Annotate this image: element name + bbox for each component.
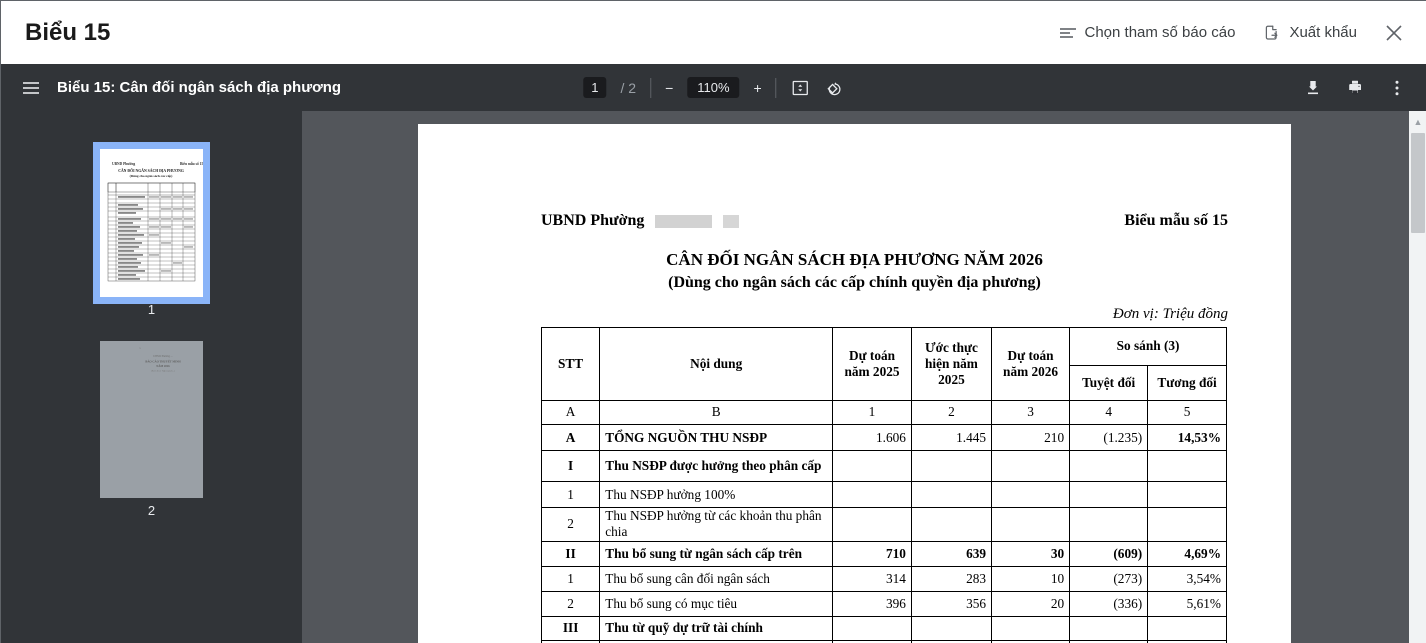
svg-text:Biểu mẫu số 15: Biểu mẫu số 15 [180, 161, 203, 166]
svg-text:x: x [139, 347, 141, 350]
svg-text:NĂM 2026: NĂM 2026 [156, 364, 170, 368]
svg-text:(Kèm theo Nghị quyết...): (Kèm theo Nghị quyết...) [151, 370, 175, 373]
svg-text:(Dùng cho ngân sách các cấp): (Dùng cho ngân sách các cấp) [130, 174, 173, 178]
svg-text:CÂN ĐỐI NGÂN SÁCH ĐỊA PHƯƠNG: CÂN ĐỐI NGÂN SÁCH ĐỊA PHƯƠNG [118, 168, 184, 173]
svg-text:UBND Phường ...: UBND Phường ... [153, 355, 173, 358]
svg-text:UBND Phường: UBND Phường [112, 162, 135, 166]
svg-text:BÁO CÁO THUYẾT MINH: BÁO CÁO THUYẾT MINH [145, 360, 181, 364]
